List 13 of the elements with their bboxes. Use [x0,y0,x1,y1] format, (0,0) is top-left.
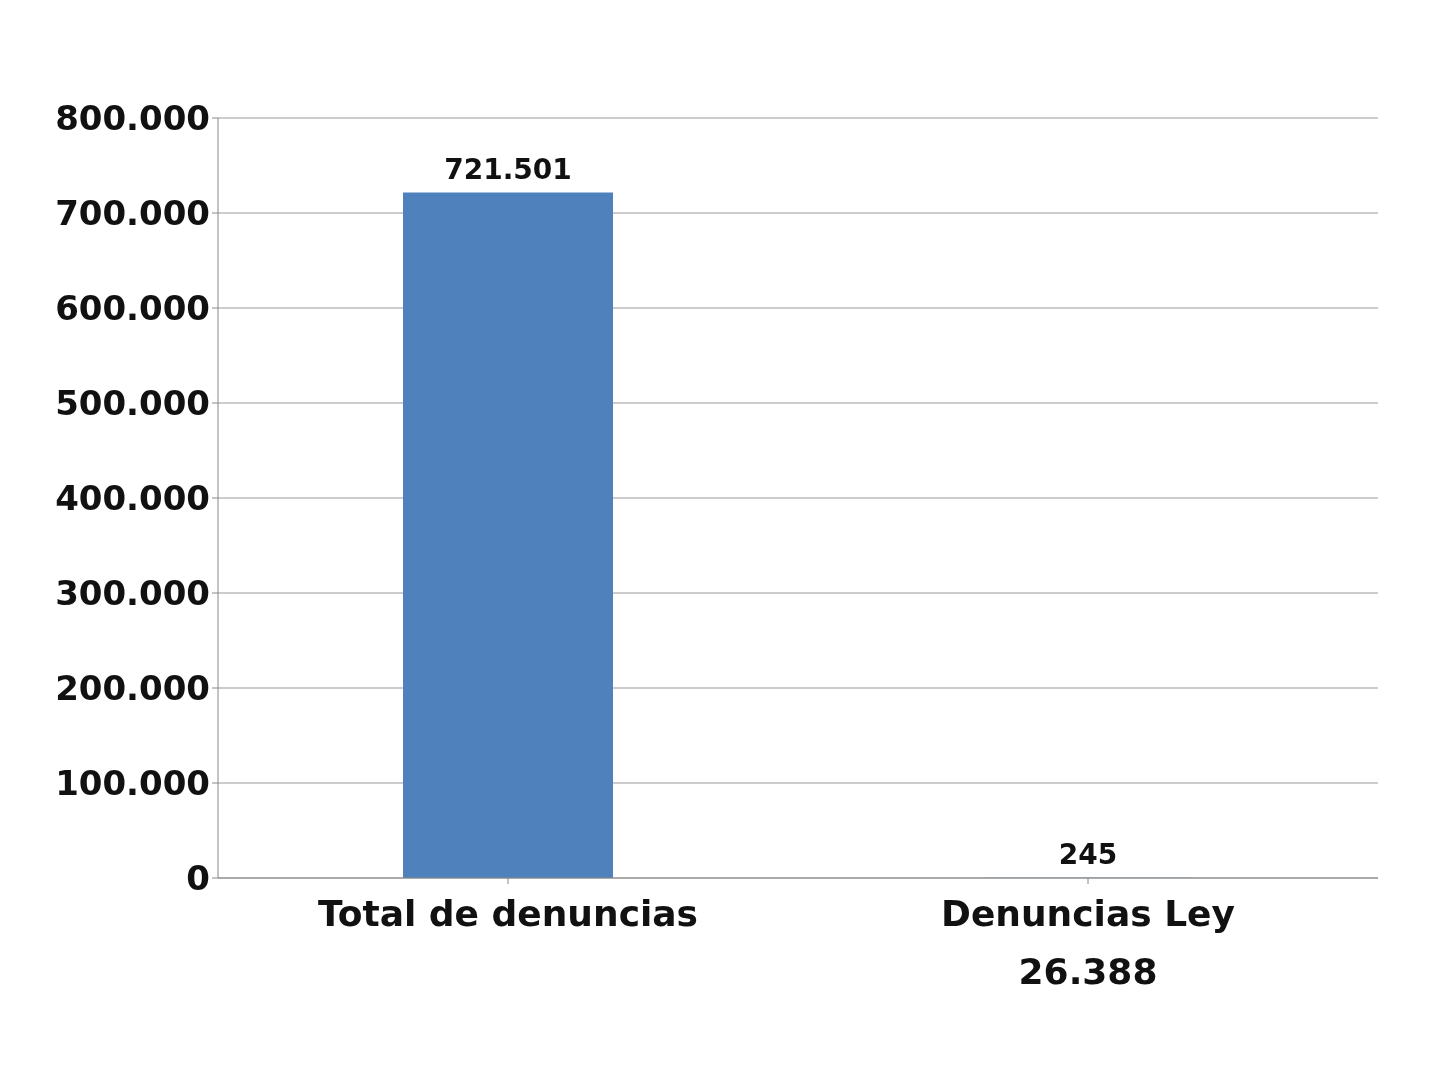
y-tick-label: 200.000 [55,668,210,709]
y-tick-label: 400.000 [55,478,210,519]
y-tick-label: 700.000 [55,193,210,234]
y-tick-label: 0 [186,858,210,899]
y-tick-label: 300.000 [55,573,210,614]
x-tick-label: Denuncias Ley 26.388 [941,893,1235,992]
data-label: 721.501 [444,152,572,186]
y-tick-label: 500.000 [55,383,210,424]
x-tick-label: Total de denuncias [317,893,699,934]
data-label: 245 [1058,837,1118,871]
y-tick-label: 100.000 [55,763,210,804]
y-tick-label: 800.000 [55,98,210,139]
y-tick-label: 600.000 [55,288,210,329]
